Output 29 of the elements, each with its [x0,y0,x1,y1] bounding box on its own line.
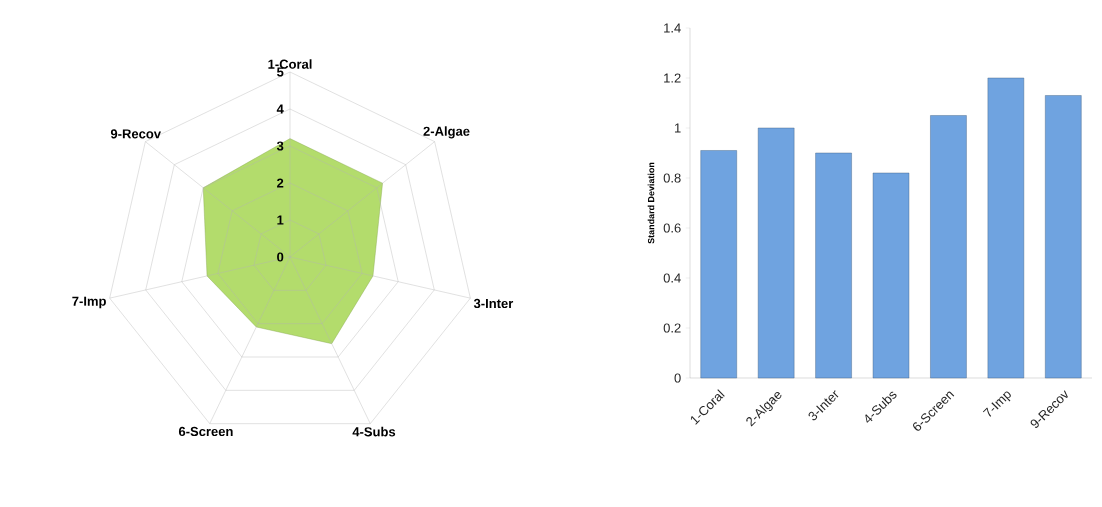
bar [987,77,1025,379]
y-tick-label: 0.6 [663,223,681,233]
spoke-label: 9-Recov [110,129,161,139]
bar [815,152,852,379]
spoke-label: 6-Screen [178,426,233,437]
y-tick-label: 1 [277,215,284,225]
y-tick-label: 0.4 [663,273,681,283]
y-tick-label: 1.4 [664,23,681,33]
y-axis-title: Standard Deviation [647,162,655,244]
spoke-label: 4-Subs [352,426,396,437]
y-tick-label: 1.2 [664,73,681,83]
y-tick-label: 0.8 [663,173,681,183]
spoke-label: 7-Imp [72,296,106,309]
spoke-label: 1-Coral [268,59,312,69]
y-tick-label: 0 [277,252,284,262]
y-tick-label: 3 [276,141,284,151]
spoke-label: 3-Inter [473,298,514,309]
y-tick-label: 2 [277,178,284,188]
bar [757,127,795,379]
bar [872,172,910,379]
bar [930,115,967,379]
y-tick-label: 5 [276,67,284,77]
spoke-label: 2-Algae [423,126,470,139]
y-tick-label: 0 [674,373,681,383]
y-tick-label: 4 [276,104,284,114]
y-tick-label: 0.2 [663,323,681,333]
bar [1045,95,1082,379]
bar [700,150,737,379]
y-tick-label: 1 [674,123,681,133]
